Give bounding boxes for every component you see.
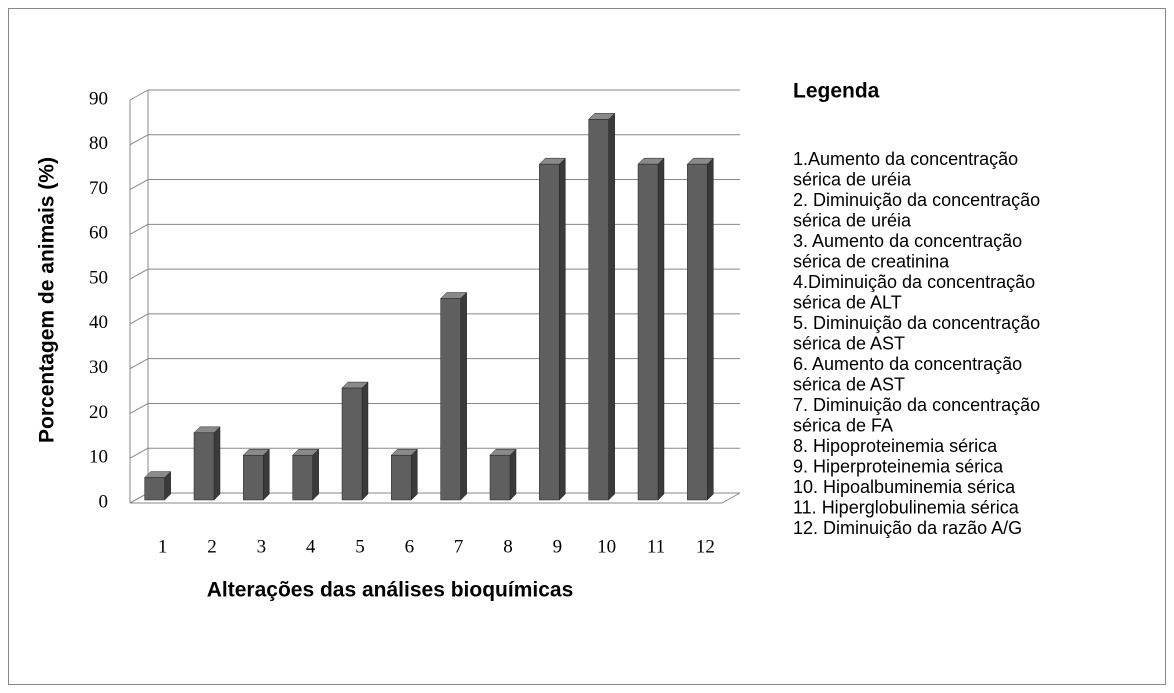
x-tick-label: 5 bbox=[355, 536, 365, 557]
legend-entry: 7. Diminuição da concentração bbox=[793, 395, 1040, 415]
bar-side bbox=[213, 426, 221, 501]
bar-side bbox=[361, 381, 369, 501]
legend-entry: sérica de FA bbox=[793, 415, 893, 435]
bar-side bbox=[608, 112, 615, 501]
x-tick-label: 1 bbox=[158, 536, 168, 557]
legend-entry: sérica de AST bbox=[793, 374, 905, 394]
legend-entry: 9. Hiperproteinemia sérica bbox=[793, 456, 1004, 476]
bar-side bbox=[411, 448, 418, 501]
grid-line bbox=[129, 358, 149, 370]
y-tick-label: 0 bbox=[99, 491, 109, 512]
x-tick-label: 10 bbox=[597, 536, 616, 557]
x-tick-label: 12 bbox=[696, 536, 715, 557]
frame bbox=[8, 8, 1166, 685]
bar bbox=[243, 454, 264, 501]
bar bbox=[440, 298, 461, 501]
legend-title: Legenda bbox=[793, 80, 880, 103]
legend-entry: sérica de ALT bbox=[793, 292, 902, 312]
x-tick-label: 8 bbox=[503, 536, 513, 557]
bar bbox=[489, 454, 511, 501]
bar-side bbox=[559, 157, 566, 501]
y-tick-label: 50 bbox=[89, 267, 108, 288]
legend-entry: 4.Diminuição da concentração bbox=[793, 272, 1035, 292]
y-tick-label: 60 bbox=[89, 223, 108, 244]
bar-side bbox=[460, 291, 467, 501]
bar-side bbox=[707, 157, 714, 501]
grid-line bbox=[129, 268, 149, 280]
floor-edge bbox=[721, 492, 741, 504]
legend-entry: 10. Hipoalbuminemia sérica bbox=[793, 477, 1016, 497]
grid-line bbox=[129, 447, 149, 459]
y-tick-label: 40 bbox=[89, 312, 108, 333]
legend-entry: 5. Diminuição da concentração bbox=[793, 313, 1040, 333]
legend-entry: 12. Diminuição da razão A/G bbox=[793, 518, 1022, 538]
bar-side bbox=[263, 448, 270, 501]
bar bbox=[588, 119, 609, 501]
y-tick-label: 90 bbox=[89, 88, 108, 109]
y-axis-title: Porcentagem de animais (%) bbox=[36, 157, 59, 443]
legend-entry: sérica de uréia bbox=[793, 210, 912, 230]
bar-side bbox=[312, 448, 319, 501]
bar bbox=[687, 163, 708, 501]
bar bbox=[193, 432, 215, 501]
y-tick-label: 30 bbox=[89, 357, 108, 378]
y-tick-label: 80 bbox=[89, 133, 108, 154]
y-tick-label: 70 bbox=[89, 178, 108, 199]
grid-line bbox=[129, 179, 149, 190]
bar bbox=[144, 477, 165, 501]
legend-entry: 2. Diminuição da concentração bbox=[793, 190, 1040, 210]
bar bbox=[637, 163, 659, 501]
legend-entry: 8. Hipoproteinemia sérica bbox=[793, 436, 998, 456]
x-tick-label: 3 bbox=[257, 536, 267, 557]
bar bbox=[391, 454, 412, 501]
bar bbox=[341, 387, 363, 501]
x-tick-label: 7 bbox=[454, 536, 464, 557]
y-tick-label: 20 bbox=[89, 402, 108, 423]
legend-entry: sérica de AST bbox=[793, 333, 905, 353]
x-axis-title: Alterações das análises bioquímicas bbox=[207, 579, 574, 602]
grid-line bbox=[129, 313, 149, 325]
bar bbox=[539, 163, 560, 501]
x-tick-label: 9 bbox=[553, 536, 563, 557]
grid-line bbox=[129, 403, 149, 414]
x-tick-label: 4 bbox=[306, 536, 316, 557]
bar-side bbox=[657, 157, 665, 501]
y-tick-label: 10 bbox=[89, 447, 108, 468]
grid-line bbox=[129, 223, 149, 235]
legend-entry: 3. Aumento da concentração bbox=[793, 231, 1022, 251]
x-tick-label: 11 bbox=[647, 536, 665, 557]
grid-line bbox=[129, 134, 149, 146]
grid-line bbox=[129, 89, 149, 101]
x-tick-label: 6 bbox=[405, 536, 415, 557]
legend-entry: 6. Aumento da concentração bbox=[793, 354, 1022, 374]
x-tick-label: 2 bbox=[207, 536, 217, 557]
legend-entry: 1.Aumento da concentração bbox=[793, 149, 1018, 169]
bar-side bbox=[509, 448, 517, 501]
legend-entry: sérica de uréia bbox=[793, 169, 912, 189]
bar bbox=[292, 454, 313, 501]
legend-entry: 11. Hiperglobulinemia sérica bbox=[793, 497, 1020, 517]
legend-entry: sérica de creatinina bbox=[793, 251, 950, 271]
